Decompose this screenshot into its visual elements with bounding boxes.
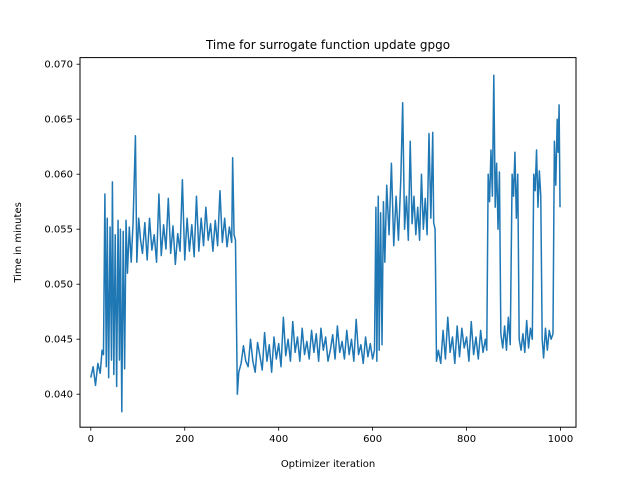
x-axis-label: Optimizer iteration bbox=[281, 459, 375, 470]
x-tick-label: 400 bbox=[269, 434, 288, 445]
x-tick-label: 800 bbox=[457, 434, 476, 445]
y-tick-label: 0.065 bbox=[44, 115, 73, 126]
y-tick-label: 0.040 bbox=[44, 390, 73, 401]
x-tick-label: 1000 bbox=[548, 434, 573, 445]
y-tick-label: 0.050 bbox=[44, 280, 73, 291]
y-axis-label: Time in minutes bbox=[13, 202, 24, 283]
x-tick-label: 600 bbox=[363, 434, 382, 445]
x-tick-label: 0 bbox=[88, 434, 94, 445]
y-tick-label: 0.045 bbox=[44, 335, 73, 346]
x-tick-label: 200 bbox=[175, 434, 194, 445]
chart-title: Time for surrogate function update gpgo bbox=[205, 38, 450, 52]
y-tick-label: 0.055 bbox=[44, 225, 73, 236]
y-tick-label: 0.070 bbox=[44, 60, 73, 71]
y-tick-label: 0.060 bbox=[44, 170, 73, 181]
